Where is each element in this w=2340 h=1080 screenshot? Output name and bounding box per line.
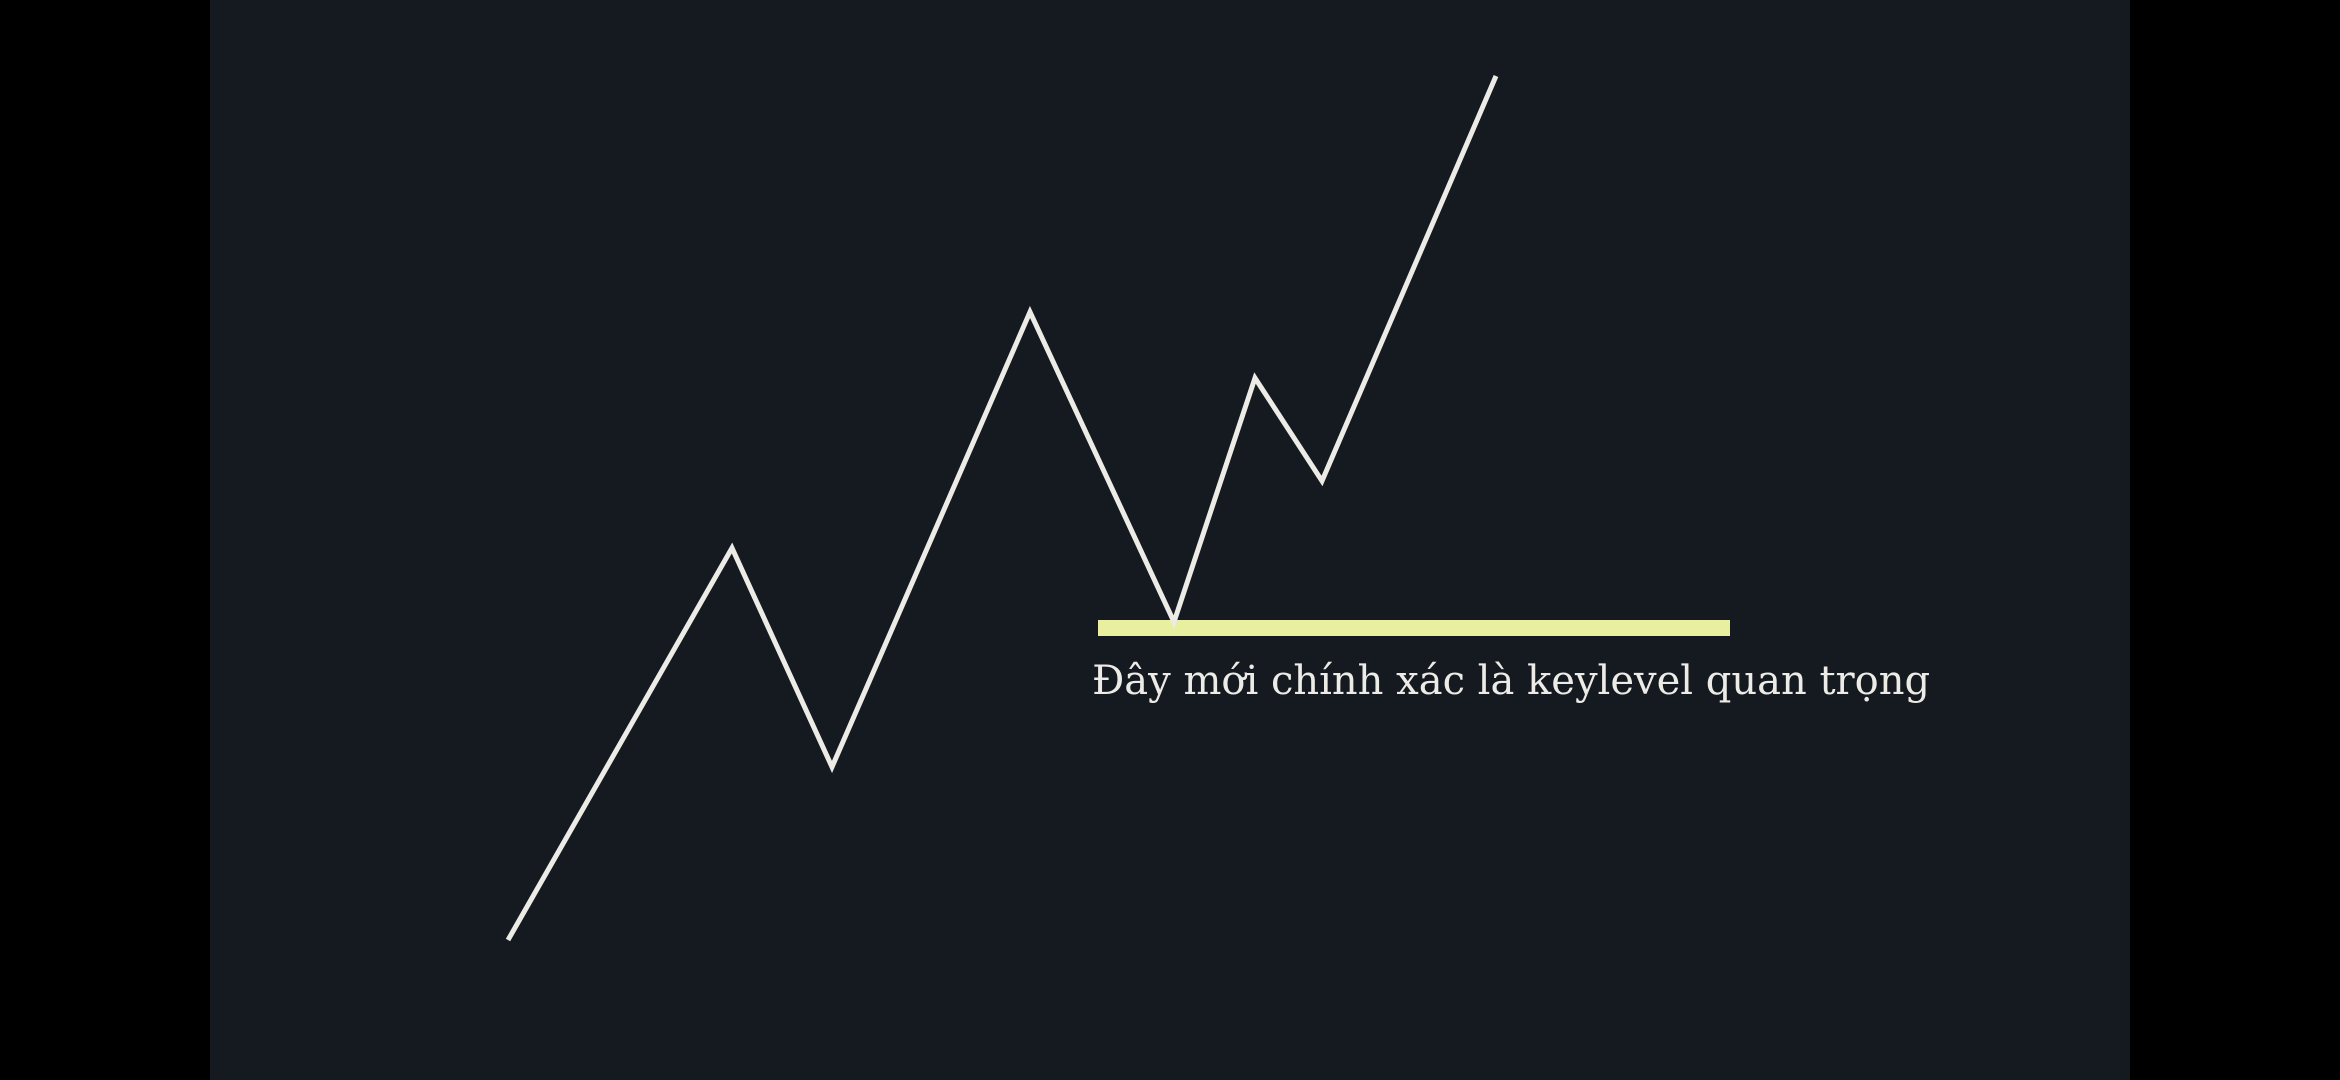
key-level-bar	[1098, 620, 1730, 636]
price-zigzag-line	[505, 75, 1499, 942]
key-level-annotation: Đây mới chính xác là keylevel quan trọng	[1092, 658, 1931, 704]
